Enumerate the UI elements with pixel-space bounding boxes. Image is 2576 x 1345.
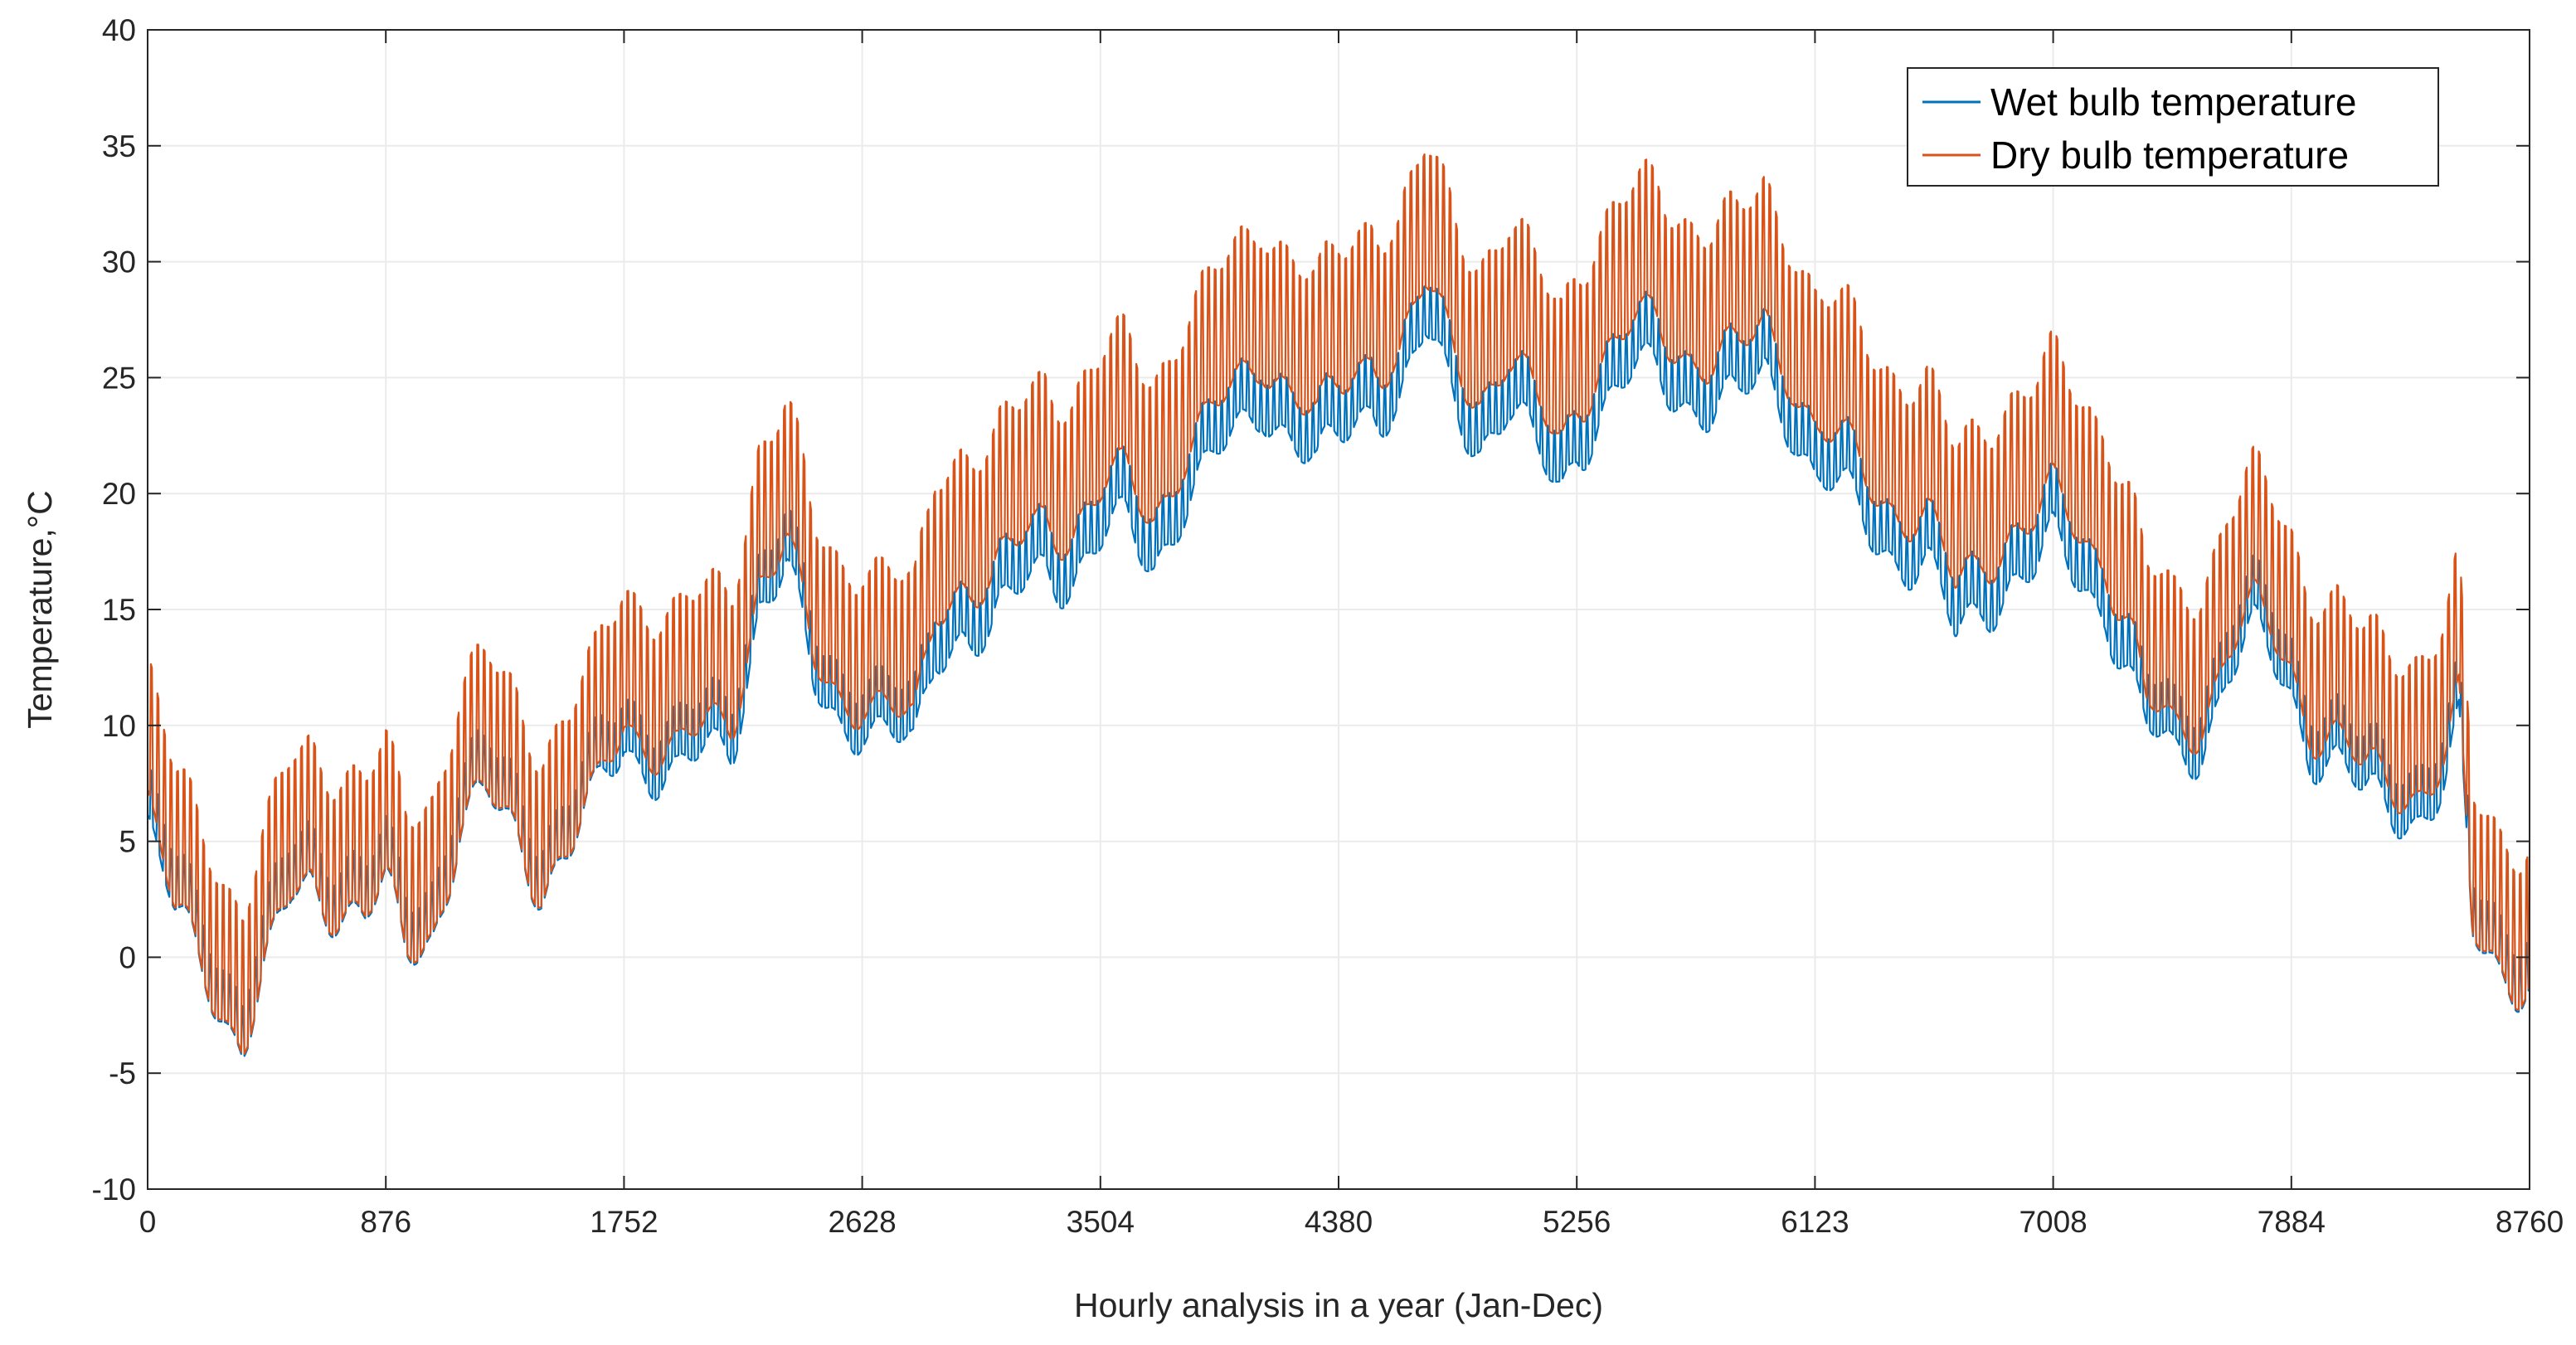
- y-tick-label-10: 40: [102, 13, 136, 47]
- x-tick-label-1: 876: [360, 1205, 411, 1239]
- y-tick-label-9: 35: [102, 129, 136, 163]
- x-tick-label-7: 6123: [1781, 1205, 1849, 1239]
- legend: Wet bulb temperature Dry bulb temperatur…: [1907, 67, 2439, 187]
- y-tick-label-5: 15: [102, 593, 136, 627]
- tick-labels: 0 876 1752 2628 3504 4380 5256 6123 7008 7884 8760…: [92, 13, 2564, 1239]
- x-tick-label-9: 7884: [2258, 1205, 2326, 1239]
- x-tick-label-5: 4380: [1305, 1205, 1373, 1239]
- x-tick-label-2: 1752: [590, 1205, 658, 1239]
- y-tick-label-0: -10: [92, 1173, 136, 1207]
- series-line-wet-bulb: [147, 285, 2531, 1057]
- x-tick-label-8: 7008: [2019, 1205, 2087, 1239]
- x-axis-title: Hourly analysis in a year (Jan-Dec): [1074, 1286, 1603, 1324]
- y-tick-label-7: 25: [102, 361, 136, 395]
- x-tick-label-0: 0: [139, 1205, 157, 1239]
- y-tick-label-2: 0: [119, 940, 136, 974]
- x-tick-label-10: 8760: [2496, 1205, 2564, 1239]
- legend-box: [1907, 67, 2439, 187]
- y-tick-label-3: 5: [119, 825, 136, 859]
- series-line-dry-bulb: [146, 153, 2531, 1056]
- y-tick-label-4: 10: [102, 709, 136, 743]
- y-tick-label-8: 30: [102, 245, 136, 279]
- axes: [147, 29, 2530, 1190]
- legend-label-wet-bulb: Wet bulb temperature: [1990, 80, 2357, 124]
- y-tick-label-1: -5: [109, 1056, 136, 1090]
- x-tick-label-4: 3504: [1067, 1205, 1135, 1239]
- x-tick-label-6: 5256: [1543, 1205, 1611, 1239]
- x-tick-label-3: 2628: [828, 1205, 896, 1239]
- legend-label-dry-bulb: Dry bulb temperature: [1990, 134, 2349, 177]
- y-tick-label-6: 20: [102, 477, 136, 511]
- y-axis-title: Temperature,°C: [21, 490, 59, 729]
- series-layer: [146, 153, 2531, 1057]
